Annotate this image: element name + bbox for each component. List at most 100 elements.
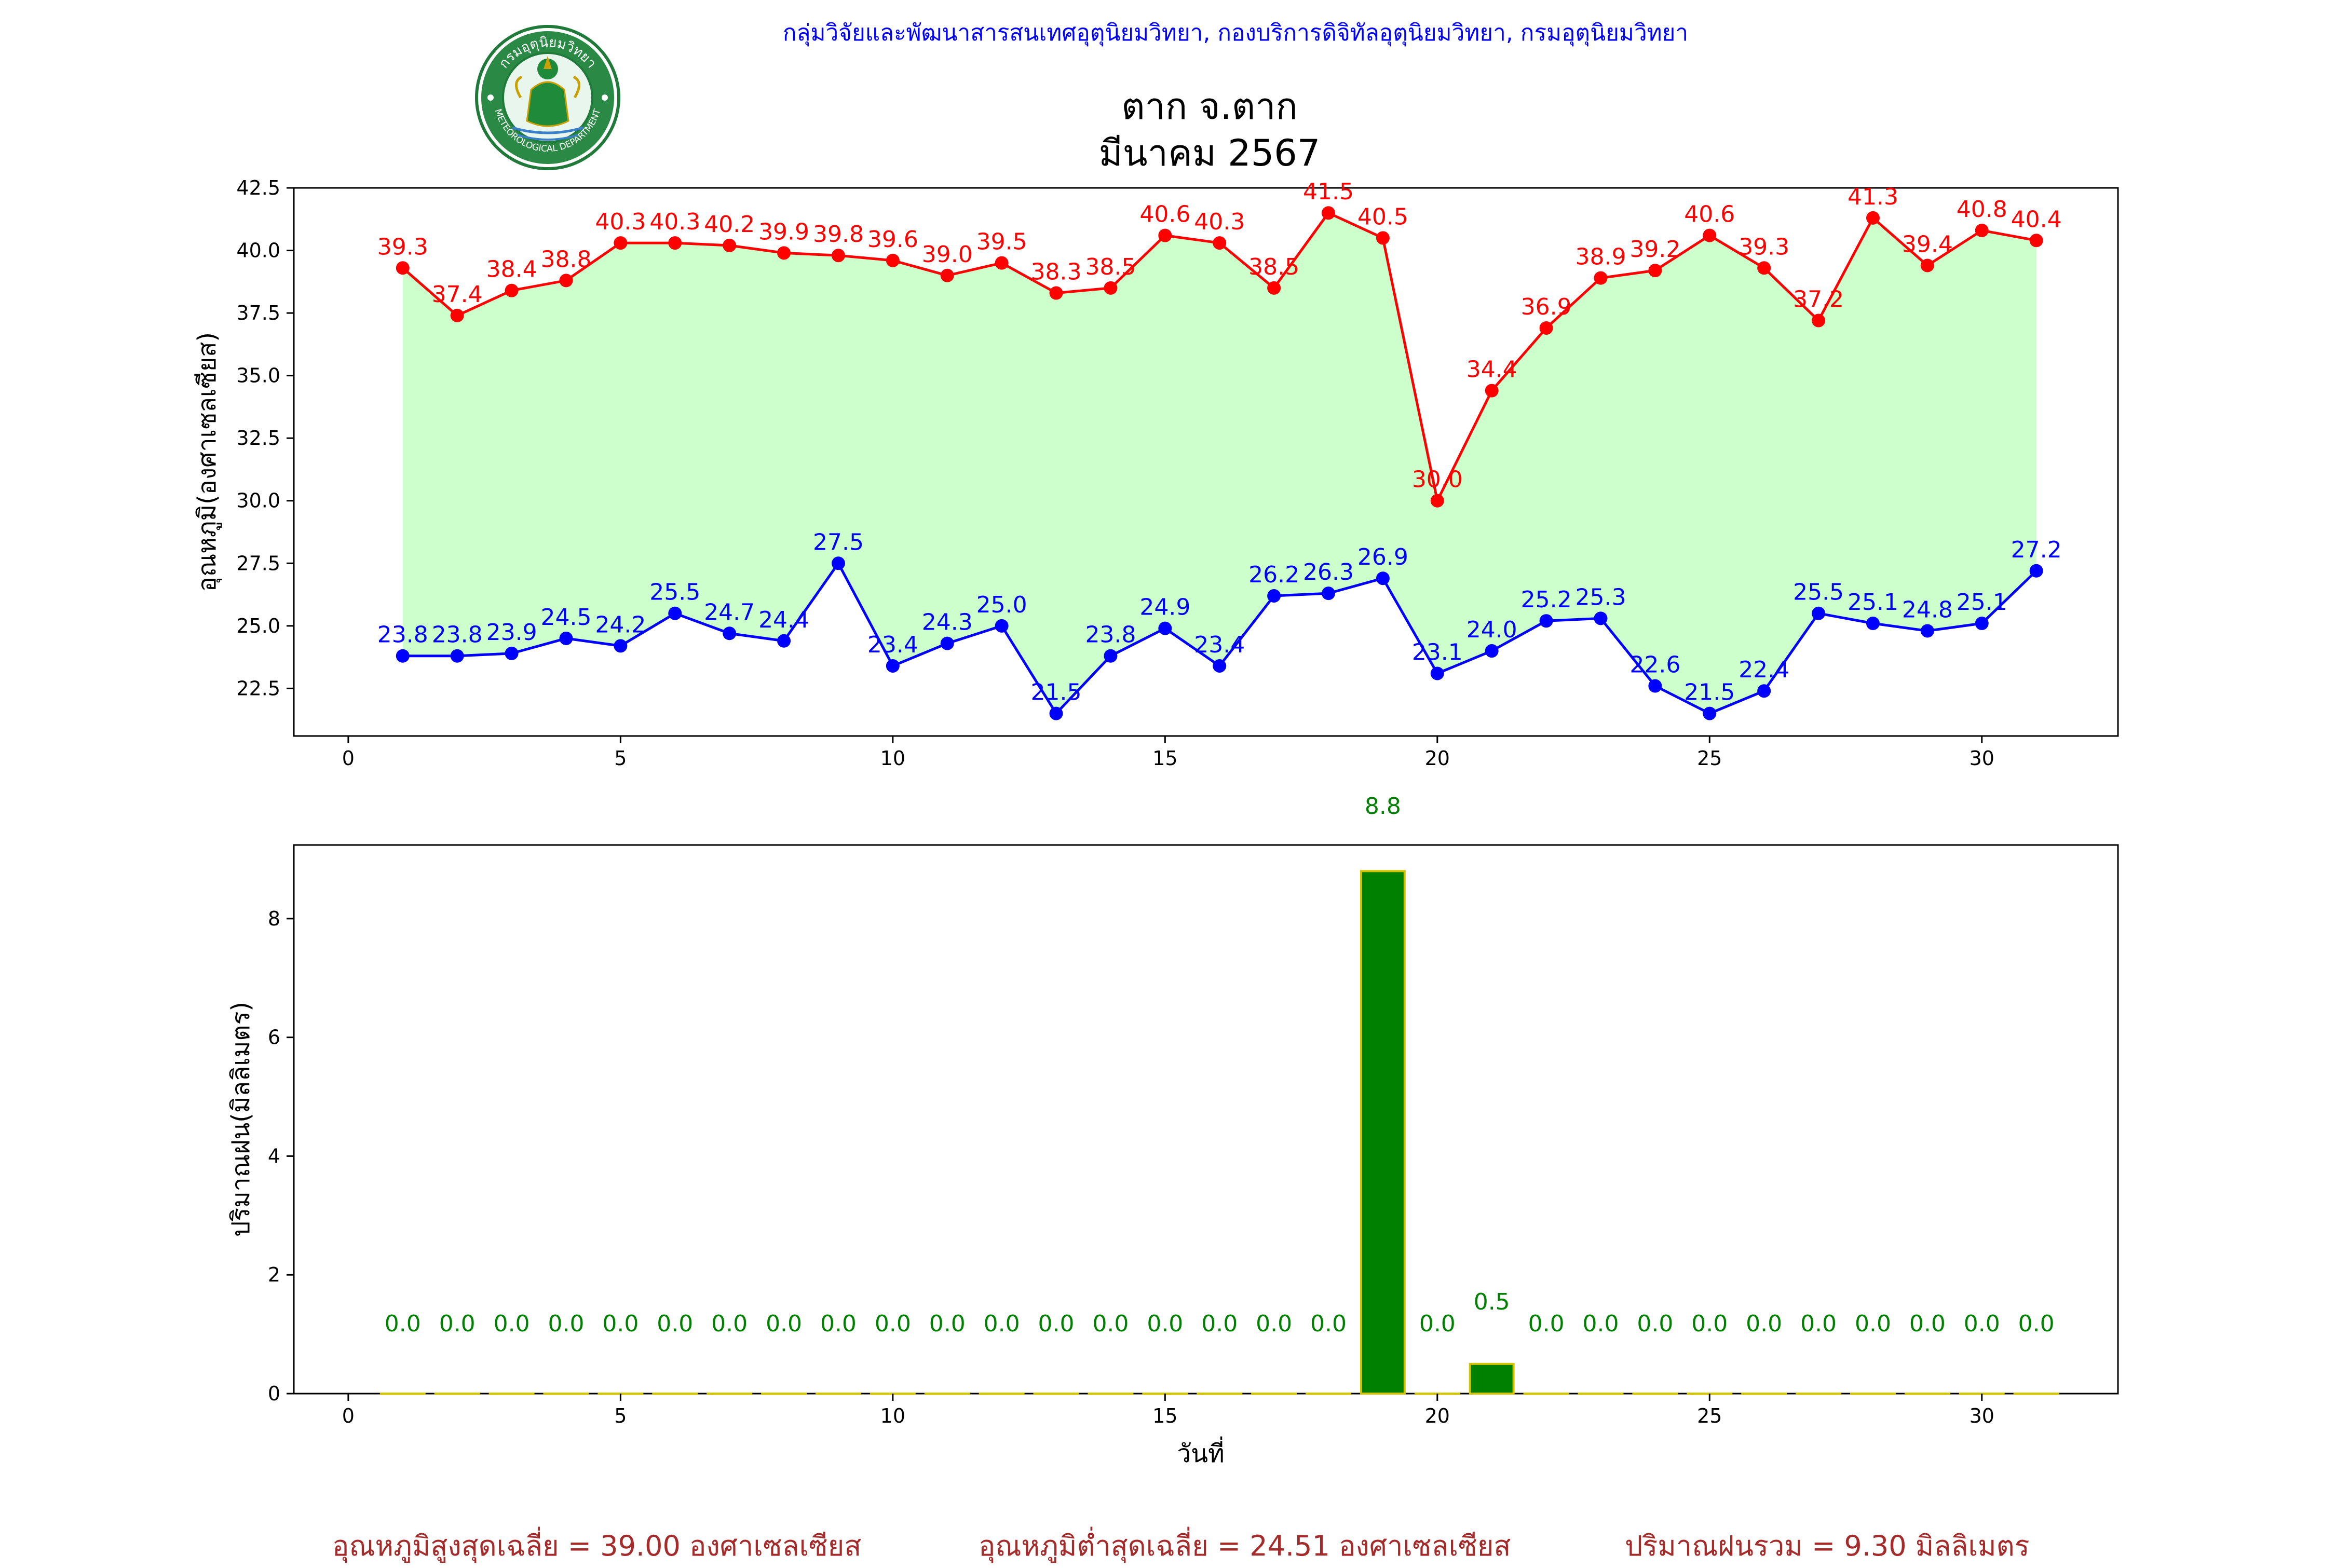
max-temperature-label: 40.3 (649, 209, 700, 235)
avg-max-temperature: อุณหภูมิสูงสุดเฉลี่ย = 39.00 องศาเซลเซีย… (332, 1530, 862, 1562)
max-temperature-label: 40.8 (1957, 196, 2007, 223)
min-temperature-point (1267, 589, 1281, 603)
temperature-range-fill (402, 213, 2036, 714)
summary-bar: อุณหภูมิสูงสุดเฉลี่ย = 39.00 องศาเซลเซีย… (0, 1523, 2336, 1565)
temperature-y-tick-label: 35.0 (236, 364, 280, 387)
temperature-axis-title: อุณหภูมิ(องศาเซลเซียส) (193, 332, 222, 592)
max-temperature-label: 39.4 (1902, 231, 1953, 257)
rainfall-label: 0.0 (1909, 1311, 1946, 1337)
temperature-x-tick-label: 25 (1697, 747, 1722, 770)
min-temperature-point (1594, 611, 1608, 625)
max-temperature-point (777, 246, 791, 260)
rainfall-label: 0.0 (1746, 1311, 1782, 1337)
max-temperature-label: 39.0 (922, 241, 973, 268)
max-temperature-point (1648, 264, 1662, 278)
min-temperature-point (1920, 624, 1934, 638)
max-temperature-label: 37.4 (432, 281, 483, 308)
min-temperature-point (1812, 606, 1826, 620)
max-temperature-point (723, 238, 737, 252)
min-temperature-point (1158, 621, 1172, 635)
min-temperature-point (505, 646, 519, 660)
min-temperature-point (1213, 659, 1227, 673)
temperature-x-tick-label: 20 (1425, 747, 1450, 770)
max-temperature-point (505, 283, 519, 297)
rainfall-label: 0.0 (711, 1311, 748, 1337)
min-temperature-label: 23.1 (1412, 639, 1463, 665)
max-temperature-point (1975, 223, 1989, 237)
min-temperature-point (777, 634, 791, 648)
temperature-y-tick-label: 37.5 (236, 302, 280, 324)
temperature-x-tick-label: 30 (1970, 747, 1994, 770)
max-temperature-point (1430, 494, 1444, 508)
temperature-chart: 0 5 10 15 20 25 30 22.5 25.0 27.5 30.0 32.5 35.0 37.… (193, 176, 2119, 770)
min-temperature-label: 25.5 (1793, 579, 1844, 606)
min-temperature-label: 27.5 (813, 529, 864, 555)
min-temperature-point (1866, 617, 1880, 631)
min-temperature-point (1975, 617, 1989, 631)
min-temperature-point (559, 631, 573, 645)
rainfall-label: 0.0 (766, 1311, 802, 1337)
max-temperature-point (1812, 313, 1826, 328)
min-temperature-label: 21.5 (1031, 679, 1082, 706)
temperature-plot-frame (293, 187, 2119, 737)
max-temperature-points (396, 206, 2043, 508)
min-temperature-label: 26.9 (1357, 544, 1408, 570)
max-temperature-point (668, 236, 682, 250)
rainfall-y-tick-label: 6 (268, 1026, 280, 1049)
max-temperature-point (1757, 261, 1771, 275)
max-temperature-label: 37.2 (1793, 287, 1844, 313)
min-temperature-label: 25.1 (1957, 589, 2007, 616)
min-temperature-point (1104, 649, 1118, 663)
min-temperature-point (1322, 587, 1336, 601)
rainfall-label: 0.0 (1637, 1311, 1673, 1337)
rainfall-y-tick-label: 8 (268, 907, 280, 930)
rainfall-x-tick-label: 10 (880, 1405, 905, 1427)
rainfall-label: 0.0 (494, 1311, 530, 1337)
rainfall-label: 0.0 (929, 1311, 966, 1337)
temperature-y-tick-label: 22.5 (236, 677, 280, 700)
rainfall-label: 0.0 (1691, 1311, 1728, 1337)
rainfall-labels: 0.0 0.0 0.0 0.0 0.0 0.0 0.0 0.0 0.0 0.0 0.0 0.0 0.0 0… (385, 793, 2055, 1337)
rainfall-label: 0.0 (548, 1311, 584, 1337)
rainfall-label: 0.0 (875, 1311, 911, 1337)
max-temperature-label: 36.9 (1521, 294, 1572, 320)
min-temperature-point (1703, 706, 1717, 720)
min-temperature-point (723, 626, 737, 640)
max-temperature-point (396, 261, 410, 275)
temperature-y-tick-label: 27.5 (236, 552, 280, 575)
min-temperature-point (995, 619, 1009, 633)
max-temperature-label: 39.6 (867, 226, 918, 253)
max-temperature-label: 39.3 (377, 234, 428, 260)
max-temperature-point (450, 308, 464, 322)
temperature-x-tick-label: 15 (1152, 747, 1177, 770)
rainfall-label: 0.0 (1583, 1311, 1619, 1337)
temperature-x-tick-label: 10 (880, 747, 905, 770)
rainfall-label: 0.0 (820, 1311, 857, 1337)
min-temperature-points (396, 556, 2043, 720)
max-temperature-point (1485, 384, 1499, 398)
max-temperature-label: 39.9 (758, 219, 809, 245)
max-temperature-label: 38.3 (1031, 259, 1082, 285)
min-temperature-labels: 23.8 23.8 23.924.5 24.225.524.7 24.427.523.4… (377, 529, 2062, 705)
min-temperature-label: 23.9 (486, 619, 537, 646)
max-temperature-point (1866, 211, 1880, 225)
temperature-y-tick-label: 40.0 (236, 239, 280, 262)
temperature-y-tick-label: 30.0 (236, 489, 280, 512)
rainfall-label: 0.0 (1092, 1311, 1129, 1337)
min-temperature-point (1485, 644, 1499, 658)
min-temperature-point (831, 556, 845, 570)
rainfall-y-tick-label: 0 (268, 1382, 280, 1405)
min-temperature-label: 25.3 (1576, 584, 1626, 610)
min-temperature-label: 24.5 (540, 604, 591, 631)
max-temperature-point (1213, 236, 1227, 250)
min-temperature-label: 24.9 (1139, 594, 1190, 621)
organization-header: กลุ่มวิจัยและพัฒนาสารสนเทศอุตุนิยมวิทยา,… (782, 20, 1689, 46)
max-temperature-label: 39.5 (976, 229, 1027, 255)
min-temperature-point (1648, 679, 1662, 693)
max-temperature-label: 34.4 (1466, 357, 1517, 383)
max-temperature-point (1376, 231, 1390, 245)
temperature-x-ticks: 0 5 10 15 20 25 30 (342, 736, 1994, 770)
rainfall-label: 0.0 (1528, 1311, 1565, 1337)
